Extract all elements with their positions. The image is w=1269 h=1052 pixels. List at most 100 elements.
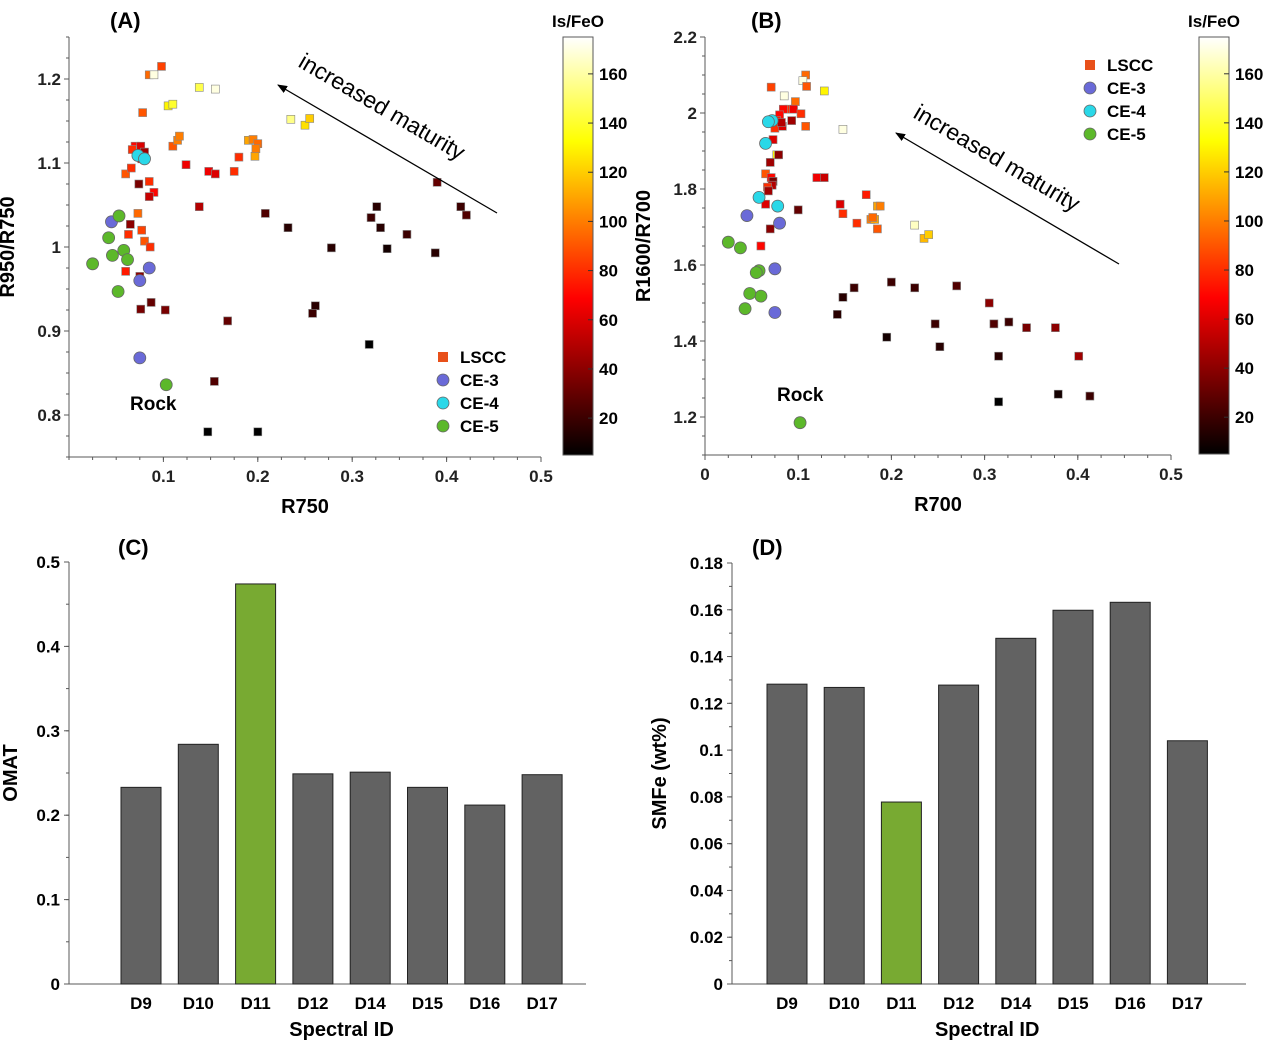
lscc-point <box>261 209 270 218</box>
ce-3-point <box>768 306 782 319</box>
lscc-point <box>136 304 146 314</box>
maturity-arrow-text: increased maturity <box>294 48 470 166</box>
panel-c: 0 0.1 0.2 0.3 0.4 0.5 D9 D10 D11 D12 D14 D15 D16 D17 S… <box>0 535 586 1041</box>
bar <box>1166 740 1208 985</box>
y-tick-label: 0.3 <box>36 722 60 741</box>
lscc-point <box>210 377 219 386</box>
bar <box>766 683 808 985</box>
ce-5-point <box>734 241 747 255</box>
y-tick-label: 0.02 <box>690 928 723 947</box>
lscc-point <box>852 218 862 228</box>
lscc-point <box>144 177 154 186</box>
ce-5-point <box>86 257 99 271</box>
x-tick-label: D9 <box>776 994 798 1013</box>
ce-3-point <box>773 216 786 230</box>
lscc-point <box>223 316 232 326</box>
lscc-point <box>819 86 829 96</box>
x-tick-label: 0.2 <box>880 465 904 484</box>
ce-3-point <box>740 209 754 223</box>
y-axis-label: R1600/R700 <box>633 190 655 302</box>
y-tick-label: 0.04 <box>690 881 724 900</box>
colorbar-tick-label: 20 <box>1235 408 1254 427</box>
legend-label: CE-4 <box>1107 102 1146 121</box>
lscc-point <box>930 319 940 329</box>
ce-5-point <box>721 235 735 249</box>
legend-marker-ce-4 <box>1083 104 1097 118</box>
lscc-point <box>787 116 796 125</box>
lscc-point <box>149 70 159 80</box>
colorbar-tick-label: 120 <box>599 163 627 182</box>
y-tick-label: 0.5 <box>36 553 60 572</box>
bar <box>880 801 922 985</box>
ce-5-point <box>754 289 768 303</box>
lscc-point <box>229 167 239 176</box>
lscc-point <box>133 209 143 218</box>
lscc-point <box>211 169 220 179</box>
y-tick-label: 0.1 <box>699 741 723 760</box>
lscc-point <box>203 427 213 437</box>
lscc-point <box>875 201 885 211</box>
ce-4-point <box>761 115 775 129</box>
ce-5-point <box>121 253 134 267</box>
legend-label: LSCC <box>1107 56 1153 75</box>
y-tick-label: 1.6 <box>673 256 697 275</box>
y-tick-label: 0.4 <box>36 637 60 656</box>
ce-5-point <box>106 248 119 262</box>
lscc-point <box>789 104 798 114</box>
lscc-point <box>882 332 892 342</box>
lscc-point <box>211 84 220 94</box>
lscc-point <box>765 224 775 234</box>
rock-label: Rock <box>130 394 177 415</box>
lscc-point <box>168 99 178 109</box>
lscc-point <box>157 62 166 71</box>
x-tick-label: D10 <box>183 994 214 1013</box>
panel-b: 0 0.1 0.2 0.3 0.4 0.5 1.2 1.4 1.6 1.8 2 2.2 R700 R160… <box>633 8 1263 516</box>
ce-4-point <box>138 152 151 166</box>
lscc-point <box>793 205 803 215</box>
colorbar-gradient <box>1198 36 1230 455</box>
legend-label: CE-5 <box>1107 125 1146 144</box>
x-tick-label: 0.4 <box>1066 465 1090 484</box>
lscc-point <box>765 158 775 167</box>
y-tick-label: 1.4 <box>673 332 697 351</box>
lscc-point <box>861 190 871 199</box>
panel-d: 0 0.02 0.04 0.06 0.08 0.1 0.12 0.14 0.16 0.18 D9 D1… <box>649 535 1246 1041</box>
lscc-point <box>838 125 848 134</box>
x-tick-label: D16 <box>469 994 500 1013</box>
colorbar-tick-label: 80 <box>599 262 618 281</box>
y-axis-label: SMFe (wt%) <box>649 717 671 829</box>
lscc-point <box>935 342 945 352</box>
lscc-point <box>382 244 392 253</box>
x-tick-label: D9 <box>130 994 152 1013</box>
y-tick-label: 2.2 <box>673 28 697 47</box>
lscc-point <box>160 305 170 315</box>
y-tick-label: 1.8 <box>673 180 697 199</box>
legend-marker-ce-3 <box>1083 81 1097 95</box>
colorbar-tick-label: 60 <box>1235 310 1254 329</box>
x-axis-label: Spectral ID <box>935 1019 1039 1041</box>
lscc-point <box>1074 351 1084 361</box>
x-tick-label: D10 <box>829 994 860 1013</box>
lscc-point <box>791 97 800 106</box>
lscc-point <box>175 131 184 141</box>
lscc-point <box>764 186 773 196</box>
lscc-point <box>1022 323 1031 333</box>
colorbar-tick-label: 140 <box>599 114 627 133</box>
lscc-point <box>308 309 317 318</box>
legend-label: CE-3 <box>460 371 499 390</box>
lscc-point <box>910 283 920 293</box>
lscc-point <box>327 243 336 253</box>
lscc-point <box>251 144 261 154</box>
colorbar-tick-label: 20 <box>599 409 618 428</box>
ce-5-point <box>112 209 126 223</box>
legend-marker-ce-5 <box>1083 127 1097 141</box>
lscc-point <box>168 141 178 151</box>
bar <box>1109 601 1151 985</box>
lscc-point <box>234 152 244 162</box>
lscc-point <box>181 160 191 169</box>
colorbar-gradient <box>562 36 594 456</box>
rock-point <box>793 416 807 430</box>
legend-marker-lscc <box>1085 60 1095 70</box>
colorbar-tick-label: 100 <box>599 212 627 231</box>
